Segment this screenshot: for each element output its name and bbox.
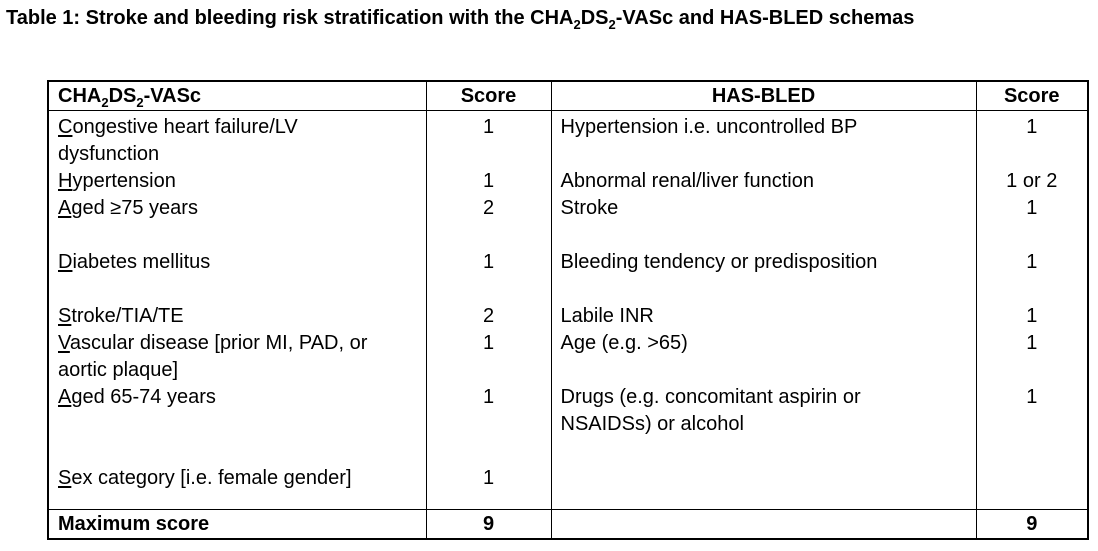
hasbled-criterion [552,141,976,168]
hasbled-criterion [552,357,976,384]
hasbled-score: 1 or 2 [1006,170,1058,192]
chadsvasc-criterion: dysfunction [58,143,160,165]
hasbled-score-cell: 1 1 or 2 1 1 1 1 1 [975,110,1089,510]
chadsvasc-criterion: Diabetes mellitus [58,251,211,273]
hasbled-criterion: Bleeding tendency or predisposition [560,251,878,273]
chadsvasc-score: 1 [482,170,495,192]
header-hasbled: HAS-BLED [550,80,977,111]
hasbled-criterion [552,276,976,303]
hasbled-score: 1 [1026,197,1038,219]
hasbled-criterion: Stroke [560,197,619,219]
hasbled-score [977,222,1088,249]
chadsvasc-score [427,222,551,249]
chadsvasc-criterion: Vascular disease [prior MI, PAD, or [58,332,368,354]
hasbled-score [977,411,1088,438]
chadsvasc-criterion [49,222,426,249]
table-caption: Table 1: Stroke and bleeding risk strati… [6,7,915,32]
chadsvasc-score [427,276,551,303]
hasbled-cell: Hypertension i.e. uncontrolled BP Abnorma… [550,110,977,510]
hasbled-score [977,141,1088,168]
chadsvasc-criterion: Stroke/TIA/TE [58,305,184,327]
hasbled-score: 1 [1026,305,1038,327]
maximum-score-hasbled-label [550,509,977,540]
chadsvasc-criterion: Congestive heart failure/LV [58,116,298,138]
chadsvasc-score [427,438,551,465]
chadsvasc-criterion [49,411,426,438]
header-chadsvasc: CHA2DS2-VASc [47,80,427,111]
chadsvasc-criterion: aortic plaque] [58,359,179,381]
maximum-score-chadsvasc: 9 [425,509,552,540]
underlined-initial: S [58,305,72,327]
chadsvasc-score [427,357,551,384]
hasbled-criterion [552,222,976,249]
table-header-row: CHA2DS2-VASc Score HAS-BLED Score [47,80,1089,111]
table-body-row: Congestive heart failure/LV dysfunction Hy… [47,110,1089,510]
table-footer-row: Maximum score 9 9 [47,509,1089,540]
underlined-initial: H [58,170,73,192]
hasbled-score: 1 [1026,251,1038,273]
hasbled-criterion: Age (e.g. >65) [560,332,688,354]
header-score-left: Score [425,80,552,111]
chadsvasc-score: 2 [482,197,495,219]
chadsvasc-criterion: Aged 65-74 years [58,386,216,408]
hasbled-score: 1 [1026,116,1038,138]
maximum-score-hasbled: 9 [975,509,1089,540]
chadsvasc-criterion: Sex category [i.e. female gender] [58,467,352,489]
chadsvasc-score [427,141,551,168]
underlined-initial: S [58,467,72,489]
hasbled-criterion: Drugs (e.g. concomitant aspirin or [560,386,861,408]
chadsvasc-score: 1 [482,332,495,354]
hasbled-criterion: Abnormal renal/liver function [560,170,814,192]
chadsvasc-criterion: Hypertension [58,170,176,192]
chadsvasc-score: 1 [482,251,495,273]
hasbled-score [977,276,1088,303]
hasbled-criterion [552,438,976,465]
hasbled-criterion: Hypertension i.e. uncontrolled BP [560,116,858,138]
hasbled-score [977,357,1088,384]
chadsvasc-score: 2 [482,305,495,327]
underlined-initial: A [58,197,72,219]
chadsvasc-criterion [49,276,426,303]
chadsvasc-score [427,411,551,438]
maximum-score-label: Maximum score [47,509,427,540]
underlined-initial: V [58,332,70,354]
hasbled-score [977,438,1088,465]
chadsvasc-criterion [49,438,426,465]
chadsvasc-score: 1 [482,386,495,408]
hasbled-score: 1 [1026,386,1038,408]
chadsvasc-cell: Congestive heart failure/LV dysfunction Hy… [47,110,427,510]
chadsvasc-score: 1 [482,116,495,138]
chadsvasc-criterion: Aged ≥75 years [58,197,198,219]
risk-stratification-table: CHA2DS2-VASc Score HAS-BLED Score Conges… [47,80,1089,540]
hasbled-criterion: Labile INR [560,305,654,327]
hasbled-criterion: NSAIDSs) or alcohol [560,413,744,435]
chadsvasc-score: 1 [482,467,495,489]
hasbled-score [977,465,1088,492]
hasbled-criterion [552,465,976,492]
underlined-initial: A [58,386,72,408]
chadsvasc-score-cell: 1 1 2 1 2 1 1 1 [425,110,552,510]
underlined-initial: D [58,251,73,273]
hasbled-score: 1 [1026,332,1038,354]
underlined-initial: C [58,116,73,138]
header-score-right: Score [975,80,1089,111]
